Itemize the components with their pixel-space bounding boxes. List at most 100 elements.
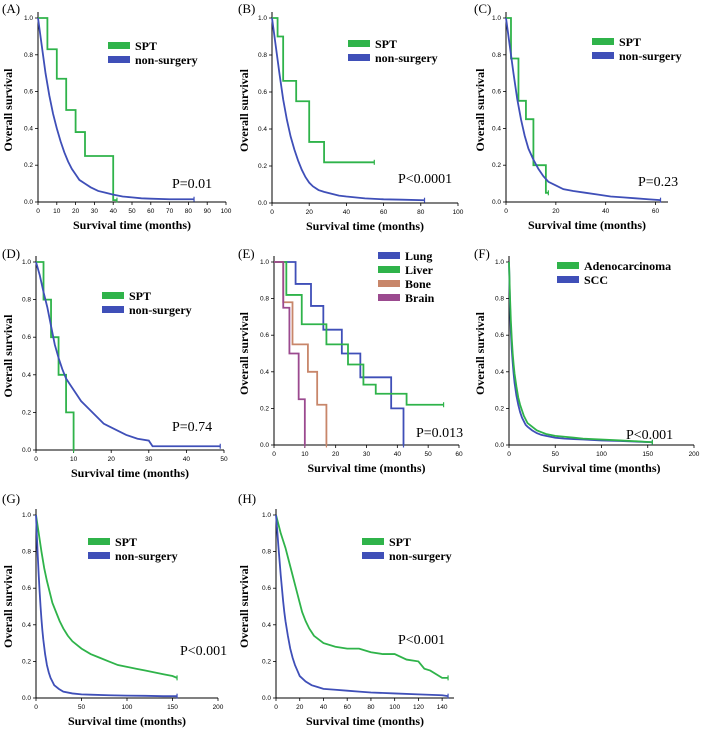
x-tick-label: 200 [213, 704, 224, 711]
x-axis-label: Survival time (months) [543, 461, 661, 475]
km-panel-7: (G) 0.0 0.2 0.4 0.6 0.8 1.0 0 50 100 150 200 Surviva… [1, 491, 227, 728]
y-tick-label: 0.2 [260, 405, 269, 412]
y-tick-label: 0.8 [22, 549, 31, 556]
km-panel-3: (C) 0.0 0.2 0.4 0.6 0.8 1.0 0 20 40 60 Survival tim… [473, 1, 682, 232]
y-tick-label: 0.2 [22, 409, 31, 416]
y-tick-label: 0.8 [24, 52, 33, 59]
km-panel-8: (H) 0.0 0.2 0.4 0.6 0.8 1.0 0 20 40 60 80 100 120 140 S… [237, 491, 454, 728]
y-tick-label: 0.8 [260, 296, 269, 303]
x-tick-label: 50 [552, 451, 560, 458]
p-value: P=0.013 [416, 426, 463, 441]
y-tick-label: 1.0 [495, 259, 504, 266]
p-value: P<0.0001 [398, 172, 452, 187]
y-tick-label: 1.0 [260, 259, 269, 266]
legend-swatch [378, 294, 400, 301]
y-tick-label: 0.6 [492, 89, 501, 96]
x-tick-label: 10 [301, 451, 309, 458]
series-line-scc [508, 261, 653, 444]
y-tick-label: 0.6 [258, 89, 267, 96]
km-panel-1: (A) 0.0 0.2 0.4 0.6 0.8 1.0 0 10 20 30 40 50 60 70 80 90… [1, 1, 232, 232]
y-tick-label: 0.8 [492, 52, 501, 59]
series-line-spt [272, 17, 375, 164]
x-tick-label: 100 [389, 704, 400, 711]
km-panel-5: (E) 0.0 0.2 0.4 0.6 0.8 1.0 0 10 20 30 40 50 60 Surviv… [237, 246, 463, 475]
legend-label: SPT [375, 37, 397, 51]
y-tick-label: 0.2 [495, 405, 504, 412]
legend-label: Liver [405, 263, 434, 277]
x-tick-label: 20 [306, 209, 314, 216]
y-tick-label: 1.0 [22, 512, 31, 519]
series-line-spt [275, 514, 449, 679]
y-tick-label: 0.8 [262, 549, 271, 556]
x-tick-label: 100 [596, 451, 607, 458]
y-tick-label: 0.2 [492, 162, 501, 169]
x-tick-label: 30 [363, 451, 371, 458]
panel-label: (E) [238, 246, 255, 261]
legend-swatch [102, 306, 124, 313]
legend-swatch [378, 280, 400, 287]
x-tick-label: 80 [367, 704, 375, 711]
y-tick-label: 0.0 [492, 199, 501, 206]
p-value: P=0.74 [172, 420, 212, 435]
x-tick-label: 0 [504, 208, 508, 215]
panel-label: (H) [238, 491, 256, 506]
y-axis-label: Overall survival [1, 68, 15, 152]
y-tick-label: 0.6 [22, 585, 31, 592]
x-tick-label: 40 [343, 209, 351, 216]
legend-label: Bone [405, 277, 432, 291]
legend-swatch [378, 266, 400, 273]
series-line-spt [506, 17, 549, 194]
y-tick-label: 0.4 [258, 126, 267, 133]
series-line-non-surgery [35, 261, 221, 448]
panel-label: (C) [474, 1, 491, 16]
x-axis-label: Survival time (months) [306, 219, 424, 233]
y-axis-label: Overall survival [237, 311, 251, 395]
x-tick-label: 140 [437, 704, 448, 711]
legend-label: Lung [405, 249, 432, 263]
panel-label: (D) [2, 246, 20, 261]
x-tick-label: 30 [91, 208, 99, 215]
x-tick-label: 50 [78, 704, 86, 711]
p-value: P<0.001 [626, 428, 673, 443]
y-tick-label: 0.4 [260, 369, 269, 376]
legend-label: SPT [115, 535, 137, 549]
x-tick-label: 50 [128, 208, 136, 215]
x-tick-label: 40 [320, 704, 328, 711]
series-line-spt [35, 514, 178, 679]
legend-swatch [88, 552, 110, 559]
series-line-bone [274, 261, 328, 445]
x-axis-label: Survival time (months) [71, 466, 189, 480]
series-line-non-surgery [275, 514, 449, 698]
series-line-spt [38, 17, 117, 202]
legend-swatch [348, 40, 370, 47]
km-panel-2: (B) 0.0 0.2 0.4 0.6 0.8 1.0 0 20 40 60 80 100 Surviva… [237, 1, 464, 233]
y-tick-label: 0.6 [260, 332, 269, 339]
x-tick-label: 0 [34, 704, 38, 711]
y-tick-label: 1.0 [258, 15, 267, 22]
x-tick-label: 100 [453, 209, 464, 216]
y-tick-label: 0.0 [22, 695, 31, 702]
legend-swatch [362, 538, 384, 545]
y-tick-label: 0.0 [262, 695, 271, 702]
panel-label: (G) [2, 491, 20, 506]
series-line-adenocarcinoma [508, 261, 653, 444]
y-tick-label: 0.2 [262, 658, 271, 665]
x-tick-label: 40 [394, 451, 402, 458]
legend-label: SCC [584, 273, 608, 287]
x-tick-label: 40 [602, 208, 610, 215]
y-tick-label: 0.6 [495, 332, 504, 339]
legend-swatch [557, 262, 579, 269]
x-tick-label: 30 [145, 456, 153, 463]
x-tick-label: 10 [53, 208, 61, 215]
y-tick-label: 1.0 [24, 15, 33, 22]
series-line-non-surgery [37, 17, 195, 201]
x-tick-label: 200 [689, 451, 700, 458]
x-axis-label: Survival time (months) [528, 218, 646, 232]
y-axis-label: Overall survival [237, 68, 251, 152]
legend-label: non-surgery [129, 303, 192, 317]
p-value: P<0.001 [180, 644, 227, 659]
km-panel-4: (D) 0.0 0.2 0.4 0.6 0.8 1.0 0 10 20 30 40 50 Survival… [1, 246, 228, 480]
series-line-non-surgery [505, 17, 661, 202]
y-tick-label: 0.4 [262, 622, 271, 629]
y-tick-label: 0.0 [24, 199, 33, 206]
